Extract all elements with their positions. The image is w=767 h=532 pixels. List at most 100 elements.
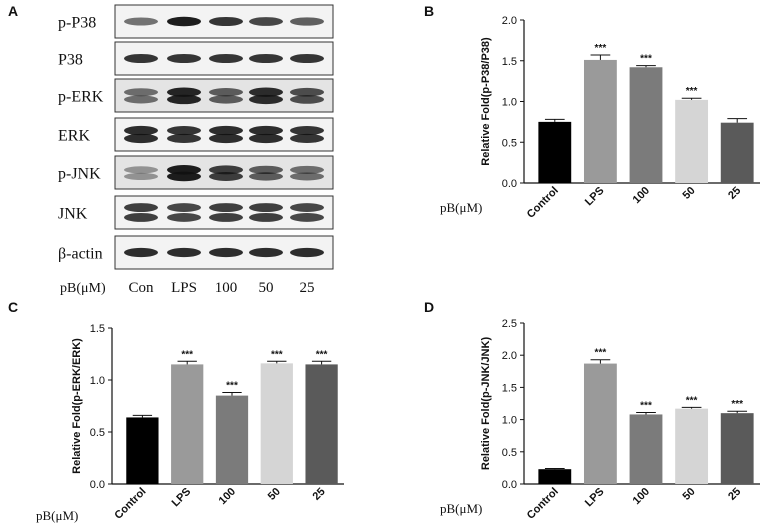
blot-band [209, 16, 243, 27]
blot-band [124, 247, 158, 258]
x-tick-label: LPS [583, 486, 607, 510]
blot-band [124, 133, 158, 144]
blot-band [209, 212, 243, 222]
y-tick-label: 2.5 [502, 318, 517, 330]
blot-band [249, 53, 283, 64]
blot-band [290, 87, 324, 97]
x-tick-label: 100 [631, 185, 652, 206]
bar [675, 99, 709, 183]
blot-band [290, 53, 324, 64]
bar [675, 408, 709, 484]
blot-band [209, 203, 243, 213]
chart-d: 0.0 0.5 1.0 1.5 2.0 2.5 Relative Fold(p-JNK/JN… [440, 318, 760, 522]
y-axis-title: Relative Fold(p-ERK/ERK) [71, 338, 83, 474]
bar [538, 121, 572, 183]
x-tick-label: LPS [170, 486, 194, 510]
chart-b: 0.0 0.5 1.0 1.5 2.0 Relative Fold(p-P38/P38) C… [440, 15, 760, 221]
x-tick-label: Control [525, 486, 561, 522]
significance-marker: *** [226, 380, 238, 391]
blot-band [167, 16, 201, 27]
blot-band [249, 247, 283, 258]
blot-band [209, 125, 243, 136]
blot-band [167, 87, 201, 97]
blot-band [209, 165, 243, 175]
bar [583, 59, 617, 184]
bar [538, 469, 572, 484]
x-tick-label: 100 [217, 486, 238, 507]
blot-band [124, 88, 158, 97]
blot-band [167, 165, 201, 175]
blot-band [290, 17, 324, 26]
blot-band [209, 95, 243, 104]
x-tick-label: 50 [681, 486, 698, 503]
bar [171, 364, 204, 484]
blot-band [209, 133, 243, 144]
bar [215, 395, 249, 484]
significance-marker: *** [640, 401, 652, 412]
blot-row-label: β-actin [58, 246, 103, 263]
x-tick-label: 25 [726, 486, 743, 503]
blot-band [124, 53, 158, 64]
blot-row-label: p-P38 [58, 15, 96, 32]
blot-band [167, 94, 201, 105]
blot-lane-label: 100 [215, 280, 238, 296]
x-axis-title: pB(μM) [36, 508, 78, 523]
blot-lane-label: Con [128, 280, 154, 296]
x-tick-label: 50 [266, 486, 283, 503]
blot-dose-label: pB(μM) [60, 281, 106, 296]
panel-label-d: D [424, 299, 434, 315]
blot-lane-label: 50 [259, 280, 274, 296]
blot-band [167, 213, 201, 222]
x-tick-label: 25 [726, 185, 743, 202]
y-axis-title: Relative Fold(p-P38/P38) [480, 37, 492, 166]
blot-band [249, 212, 283, 222]
chart-c: 0.0 0.5 1.0 1.5 Relative Fold(p-ERK/ERK) Cont… [36, 323, 344, 523]
blot-band [290, 213, 324, 222]
blot-band [167, 133, 201, 144]
x-tick-label: LPS [583, 185, 607, 209]
blot-band [290, 95, 324, 104]
y-tick-label: 2.0 [502, 350, 517, 362]
blot-band [124, 166, 158, 174]
bar [720, 413, 754, 484]
blot-band [290, 247, 324, 258]
blot-band [249, 172, 283, 181]
blot-row-label: p-ERK [58, 89, 104, 106]
significance-marker: *** [731, 399, 743, 410]
blot-strip [114, 195, 334, 230]
bar [260, 363, 293, 484]
x-tick-label: 100 [631, 486, 652, 507]
blot-band [249, 165, 283, 175]
panel-label-b: B [424, 3, 434, 19]
y-tick-label: 2.0 [502, 15, 517, 27]
blot-band [249, 125, 283, 136]
blot-band [124, 172, 158, 181]
bar [126, 417, 159, 484]
blot-band [167, 53, 201, 64]
blot-band [124, 125, 158, 136]
x-axis-title: pB(μM) [440, 501, 482, 516]
blot-band [209, 88, 243, 97]
blot-row-label: ERK [58, 128, 90, 145]
significance-marker: *** [316, 349, 328, 360]
blot-band [290, 172, 324, 181]
blot-band [124, 95, 158, 104]
y-tick-label: 0.0 [502, 479, 517, 491]
blot-band [249, 87, 283, 97]
blot-band [124, 203, 158, 213]
y-tick-label: 1.0 [90, 375, 105, 387]
y-tick-label: 0.5 [502, 447, 517, 459]
significance-marker: *** [595, 348, 607, 359]
y-axis-title: Relative Fold(p-JNK/JNK) [480, 337, 492, 471]
blot-band [167, 171, 201, 182]
y-tick-label: 0.5 [90, 427, 105, 439]
blot-band [167, 203, 201, 212]
blot-band [209, 171, 243, 181]
blot-band [124, 17, 158, 26]
bar [583, 363, 617, 484]
blot-band [290, 203, 324, 212]
blot-band [209, 247, 243, 258]
significance-marker: *** [181, 349, 193, 360]
y-tick-label: 1.5 [90, 323, 105, 335]
